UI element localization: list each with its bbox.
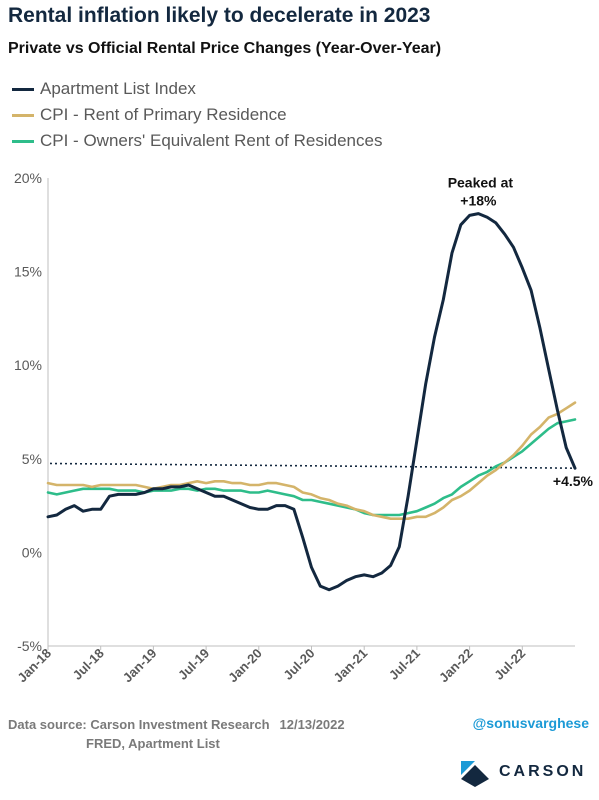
reference-line: [49, 462, 574, 469]
x-tick-label: Jul-19: [175, 646, 212, 683]
chart-title: Rental inflation likely to decelerate in…: [8, 4, 431, 27]
legend-label-cpi-oer: CPI - Owners' Equivalent Rent of Residen…: [40, 131, 383, 150]
x-tick-label: Jul-20: [280, 646, 317, 683]
series-line-cpi-oer: [46, 418, 577, 517]
peak-annotation-line2: +18%: [460, 193, 497, 209]
y-tick-label: 10%: [14, 357, 42, 373]
legend-label-cpi-rent: CPI - Rent of Primary Residence: [40, 105, 287, 124]
legend-item-cpi-rent: CPI - Rent of Primary Residence: [12, 102, 382, 128]
chart-subtitle: Private vs Official Rental Price Changes…: [8, 40, 442, 57]
series-line-cpi-rent: [46, 401, 577, 520]
y-tick-label: 5%: [22, 451, 42, 467]
y-tick-label: -5%: [17, 638, 42, 654]
x-tick-label: Jul-22: [491, 646, 528, 683]
y-tick-label: 0%: [22, 544, 42, 560]
carson-logo-text: CARSON: [499, 763, 587, 780]
x-tick-label: Jan-22: [436, 646, 476, 686]
y-tick-label: 20%: [14, 170, 42, 186]
legend-label-apartment-list: Apartment List Index: [40, 79, 196, 98]
peak-annotation-line1: Peaked at: [448, 175, 514, 191]
series-line-apartment-list: [46, 212, 577, 592]
carson-logo-icon: [461, 761, 489, 787]
legend-item-cpi-oer: CPI - Owners' Equivalent Rent of Residen…: [12, 128, 382, 154]
y-tick-label: 15%: [14, 264, 42, 280]
legend-item-apartment-list: Apartment List Index: [12, 76, 382, 102]
legend-swatch-cpi-oer: [12, 140, 34, 143]
legend-swatch-cpi-rent: [12, 114, 34, 117]
source-date: 12/13/2022: [279, 717, 345, 732]
x-tick-label: Jan-19: [120, 646, 160, 686]
source-line-2: FRED, Apartment List: [86, 736, 220, 751]
source-line-1: Data source: Carson Investment Research: [8, 717, 270, 732]
x-tick-label: Jul-21: [386, 646, 423, 683]
legend-swatch-apartment-list: [12, 88, 34, 91]
end-value-annotation: +4.5%: [553, 473, 594, 489]
data-source: Data source: Carson Investment Research 1…: [8, 715, 345, 753]
x-tick-label: Jul-18: [70, 646, 107, 683]
x-tick-label: Jan-20: [225, 646, 265, 686]
twitter-handle: @sonusvarghese: [472, 715, 589, 731]
x-tick-label: Jan-21: [331, 646, 371, 686]
legend: Apartment List Index CPI - Rent of Prima…: [12, 76, 382, 154]
carson-logo: CARSON: [457, 757, 587, 789]
